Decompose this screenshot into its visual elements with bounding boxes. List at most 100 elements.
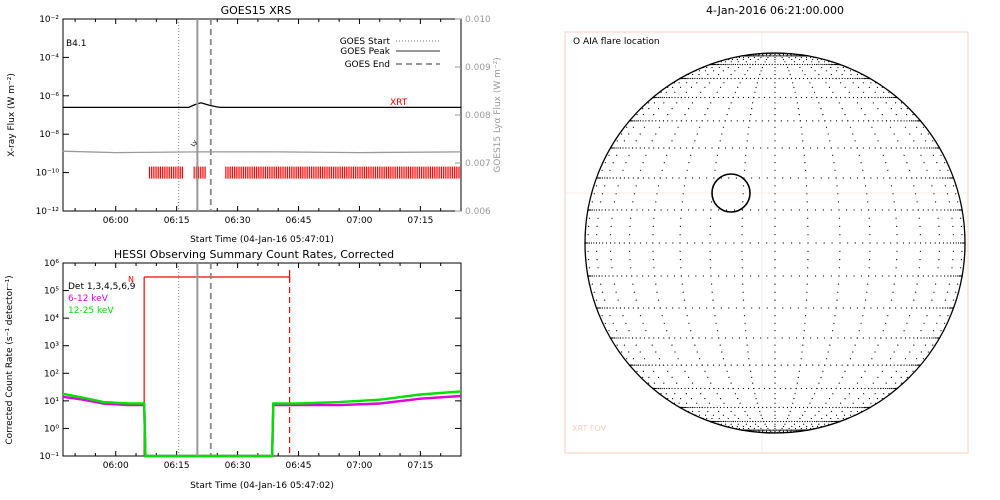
grid-dot-lon bbox=[749, 425, 752, 428]
grid-dot-lat bbox=[900, 275, 903, 277]
grid-dot-lon bbox=[734, 393, 737, 395]
grid-dot-lat bbox=[932, 177, 935, 179]
grid-dot-lon bbox=[737, 86, 739, 88]
grid-dot-lat bbox=[748, 96, 750, 99]
grid-dot-lat bbox=[796, 429, 798, 431]
grid-dot-lon bbox=[712, 299, 714, 301]
y-tick-label: 10⁰ bbox=[44, 424, 59, 434]
grid-dot-lon bbox=[889, 126, 892, 128]
grid-dot-lon bbox=[796, 63, 798, 66]
grid-dot-lon bbox=[781, 427, 783, 430]
grid-dot-lon bbox=[688, 322, 690, 324]
grid-dot-lat bbox=[909, 147, 911, 149]
goes-legend-peak-label: GOES Peak bbox=[340, 47, 390, 57]
grid-dot-lat bbox=[820, 63, 822, 66]
grid-dot-lon bbox=[756, 82, 758, 84]
grid-dot-lat bbox=[696, 120, 698, 122]
grid-dot-lon bbox=[847, 364, 849, 366]
grid-dot-lon bbox=[889, 387, 891, 390]
grid-dot-lat bbox=[782, 406, 784, 409]
grid-dot-lat bbox=[623, 242, 625, 244]
grid-dot-lon bbox=[844, 370, 846, 372]
grid-dot-lat bbox=[923, 337, 925, 339]
grid-dot-lat bbox=[794, 429, 796, 431]
grid-dot-lat bbox=[648, 275, 650, 277]
grid-dot-lon bbox=[601, 193, 604, 195]
grid-dot-lat bbox=[853, 209, 855, 211]
grid-dot-lat bbox=[751, 55, 753, 57]
grid-dot-lon bbox=[680, 364, 683, 366]
grid-dot-lon bbox=[679, 259, 682, 261]
grid-dot-lon bbox=[742, 185, 745, 187]
grid-dot-lon bbox=[652, 259, 654, 261]
grid-dot-lat bbox=[936, 177, 938, 179]
grid-dot-lat bbox=[909, 337, 911, 339]
grid-dot-lat bbox=[753, 77, 756, 80]
grid-dot-lon bbox=[839, 250, 841, 252]
grid-dot-lon bbox=[952, 185, 955, 187]
grid-dot-lon bbox=[632, 126, 635, 128]
grid-dot-lat bbox=[653, 337, 655, 339]
grid-dot-lon bbox=[704, 70, 707, 72]
grid-dot-lat bbox=[718, 364, 720, 366]
grid-dot-lon bbox=[957, 201, 959, 203]
grid-dot-lon bbox=[635, 140, 637, 142]
grid-dot-lat bbox=[893, 120, 895, 122]
grid-dot-lat bbox=[640, 242, 642, 244]
grid-dot-lon bbox=[961, 242, 963, 244]
grid-dot-lat bbox=[698, 307, 701, 309]
grid-dot-lat bbox=[598, 242, 601, 244]
grid-dot-lon bbox=[832, 330, 834, 332]
grid-dot-lat bbox=[683, 77, 686, 80]
grid-dot-lat bbox=[613, 337, 616, 339]
grid-dot-lat bbox=[696, 406, 698, 409]
grid-dot-lat bbox=[786, 406, 789, 409]
grid-dot-lon bbox=[741, 420, 744, 423]
grid-dot-lat bbox=[781, 337, 783, 339]
grid-dot-lon bbox=[728, 108, 730, 110]
grid-dot-lon bbox=[713, 63, 715, 66]
grid-dot-lat bbox=[663, 387, 665, 390]
grid-dot-lat bbox=[852, 120, 854, 122]
grid-dot-lat bbox=[874, 147, 876, 149]
grid-dot-lat bbox=[841, 120, 843, 122]
grid-dot-lon bbox=[828, 423, 830, 425]
grid-dot-lon bbox=[709, 242, 711, 244]
grid-dot-lon bbox=[906, 114, 908, 116]
grid-dot-lon bbox=[839, 234, 841, 236]
grid-dot-lon bbox=[806, 201, 808, 203]
grid-dot-lat bbox=[674, 147, 676, 149]
grid-dot-lon bbox=[774, 56, 776, 59]
grid-dot-lon bbox=[730, 102, 732, 104]
grid-dot-lon bbox=[632, 358, 635, 360]
grid-dot-lon bbox=[835, 420, 837, 423]
sun-frame bbox=[564, 31, 969, 454]
grid-dot-lat bbox=[822, 63, 824, 66]
grid-dot-lon bbox=[686, 169, 688, 171]
grid-dot-lon bbox=[837, 201, 840, 203]
grid-dot-lat bbox=[628, 337, 630, 339]
grid-dot-lat bbox=[667, 209, 669, 211]
grid-dot-lon bbox=[727, 417, 729, 420]
grid-dot-lon bbox=[864, 370, 866, 372]
grid-dot-lon bbox=[931, 299, 933, 301]
grid-dot-lon bbox=[774, 73, 776, 76]
grid-dot-lat bbox=[834, 420, 836, 423]
grid-dot-lat bbox=[782, 55, 785, 57]
grid-dot-lon bbox=[838, 275, 840, 277]
grid-dot-lat bbox=[795, 337, 798, 339]
grid-dot-lat bbox=[768, 420, 770, 423]
grid-dot-lon bbox=[804, 322, 806, 324]
grid-dot-lat bbox=[890, 96, 893, 99]
grid-dot-lon bbox=[726, 370, 728, 372]
grid-dot-lat bbox=[860, 77, 862, 80]
grid-dot-lat bbox=[632, 120, 634, 122]
grid-dot-lon bbox=[814, 393, 816, 395]
grid-dot-lon bbox=[595, 299, 598, 301]
grid-dot-lat bbox=[904, 147, 907, 149]
grid-dot-lon bbox=[916, 337, 919, 339]
grid-dot-lat bbox=[695, 275, 697, 277]
grid-dot-lon bbox=[939, 315, 941, 317]
grid-dot-lon bbox=[877, 108, 879, 110]
